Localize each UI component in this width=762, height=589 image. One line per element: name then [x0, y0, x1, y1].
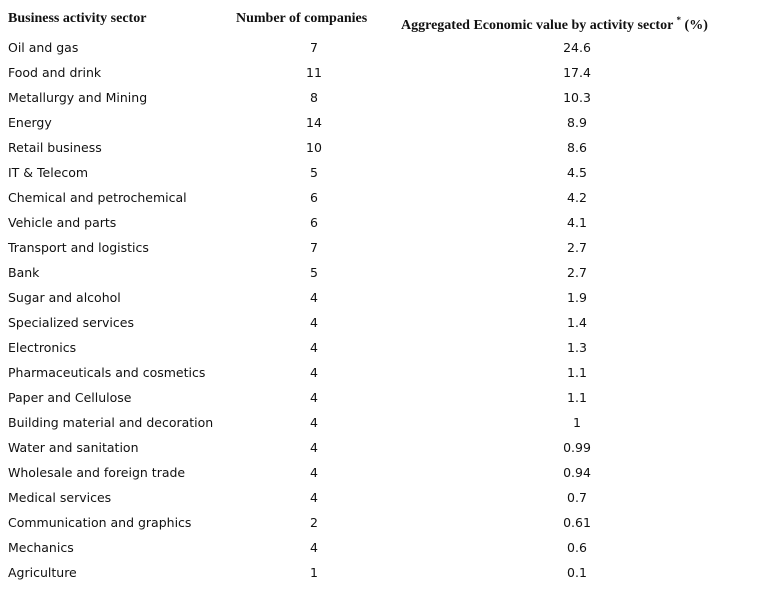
- sector-cell: Medical services: [8, 490, 112, 505]
- companies-cell: 6: [310, 215, 318, 230]
- sector-cell: Pharmaceuticals and cosmetics: [8, 365, 206, 380]
- companies-cell: 4: [310, 315, 318, 330]
- sector-cell: Electronics: [8, 340, 77, 355]
- value-cell: 8.9: [567, 115, 587, 130]
- value-cell: 0.99: [563, 440, 591, 455]
- value-cell: 10.3: [563, 90, 591, 105]
- sector-cell: Wholesale and foreign trade: [8, 465, 186, 480]
- companies-cell: 6: [310, 190, 318, 205]
- companies-cell: 4: [310, 340, 318, 355]
- sector-cell: Vehicle and parts: [8, 215, 117, 230]
- companies-cell: 4: [310, 490, 318, 505]
- sector-cell: Food and drink: [8, 65, 102, 80]
- sector-cell: Oil and gas: [8, 40, 79, 55]
- sector-cell: Specialized services: [8, 315, 134, 330]
- companies-cell: 2: [310, 515, 318, 530]
- value-cell: 0.94: [563, 465, 591, 480]
- companies-cell: 4: [310, 540, 318, 555]
- sector-cell: Transport and logistics: [8, 240, 149, 255]
- companies-cell: 4: [310, 440, 318, 455]
- companies-cell: 1: [310, 565, 318, 580]
- value-cell: 0.61: [563, 515, 591, 530]
- value-cell: 0.1: [567, 565, 587, 580]
- companies-cell: 11: [306, 65, 322, 80]
- companies-cell: 7: [310, 40, 318, 55]
- sector-cell: Sugar and alcohol: [8, 290, 121, 305]
- header-cell: Business activity sector: [8, 11, 147, 26]
- companies-cell: 8: [310, 90, 318, 105]
- sector-cell: Bank: [8, 265, 40, 280]
- header-cell: Number of companies: [236, 11, 368, 26]
- companies-cell: 5: [310, 265, 318, 280]
- sector-cell: Metallurgy and Mining: [8, 90, 148, 105]
- header-footnote-mark: *: [676, 15, 682, 25]
- sector-cell: Building material and decoration: [8, 415, 214, 430]
- sector-cell: Agriculture: [8, 565, 77, 580]
- sector-cell: Paper and Cellulose: [8, 390, 132, 405]
- header-unit: (%): [684, 18, 708, 33]
- companies-cell: 4: [310, 290, 318, 305]
- companies-cell: 5: [310, 165, 318, 180]
- companies-cell: 4: [310, 415, 318, 430]
- companies-cell: 10: [306, 140, 322, 155]
- companies-cell: 4: [310, 390, 318, 405]
- value-cell: 2.7: [567, 240, 587, 255]
- value-cell: 0.7: [567, 490, 587, 505]
- value-cell: 1: [573, 415, 581, 430]
- value-cell: 1.3: [567, 340, 587, 355]
- sector-cell: Mechanics: [8, 540, 74, 555]
- sector-cell: Energy: [8, 115, 52, 130]
- sector-cell: Retail business: [8, 140, 102, 155]
- header-text: Aggregated Economic value by activity se…: [401, 18, 674, 33]
- companies-cell: 7: [310, 240, 318, 255]
- sector-cell: Water and sanitation: [8, 440, 139, 455]
- value-cell: 4.1: [567, 215, 587, 230]
- sector-cell: Communication and graphics: [8, 515, 192, 530]
- value-cell: 1.1: [567, 390, 587, 405]
- value-cell: 1.4: [567, 315, 587, 330]
- value-cell: 24.6: [563, 40, 591, 55]
- companies-cell: 4: [310, 465, 318, 480]
- value-cell: 2.7: [567, 265, 587, 280]
- value-cell: 17.4: [563, 65, 591, 80]
- value-cell: 0.6: [567, 540, 587, 555]
- value-cell: 4.2: [567, 190, 587, 205]
- value-cell: 1.1: [567, 365, 587, 380]
- value-cell: 1.9: [567, 290, 587, 305]
- sector-cell: IT & Telecom: [8, 165, 89, 180]
- companies-cell: 4: [310, 365, 318, 380]
- value-cell: 4.5: [567, 165, 587, 180]
- sector-cell: Chemical and petrochemical: [8, 190, 187, 205]
- companies-cell: 14: [306, 115, 322, 130]
- header-cell: Aggregated Economic value by activity se…: [401, 15, 708, 34]
- value-cell: 8.6: [567, 140, 587, 155]
